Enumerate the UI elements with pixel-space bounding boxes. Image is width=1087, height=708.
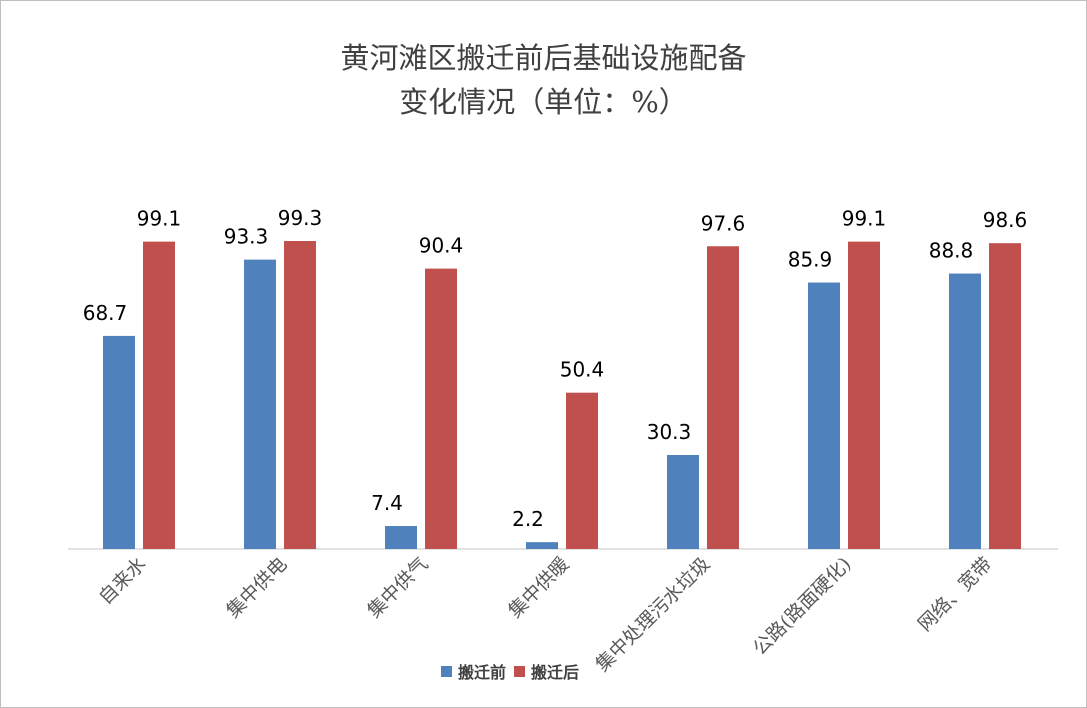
data-label-before-0: 68.7 bbox=[83, 301, 128, 325]
x-tick-label-4: 集中处理污水垃圾 bbox=[591, 553, 714, 676]
legend-label-before: 搬迁前 bbox=[458, 663, 507, 682]
legend-swatch-before bbox=[441, 665, 452, 677]
data-label-before-2: 7.4 bbox=[371, 491, 403, 515]
bar-before-2 bbox=[385, 526, 417, 549]
x-tick-label-1: 集中供电 bbox=[222, 553, 291, 622]
legend-label-after: 搬迁后 bbox=[531, 663, 580, 682]
data-label-before-6: 88.8 bbox=[929, 239, 974, 263]
data-label-after-1: 99.3 bbox=[278, 206, 323, 230]
chart-title-line2: 变化情况（单位：%） bbox=[399, 85, 688, 119]
bar-after-4 bbox=[707, 246, 739, 550]
data-label-after-6: 98.6 bbox=[983, 208, 1028, 232]
legend: 搬迁前 搬迁后 bbox=[441, 659, 587, 683]
data-label-before-4: 30.3 bbox=[647, 420, 692, 444]
bar-before-5 bbox=[808, 282, 840, 549]
bar-before-4 bbox=[667, 455, 699, 549]
legend-item-after: 搬迁后 bbox=[514, 659, 579, 683]
x-tick-label-3: 集中供暖 bbox=[504, 553, 573, 622]
data-label-after-2: 90.4 bbox=[419, 234, 464, 258]
bar-after-0 bbox=[143, 241, 175, 549]
data-label-before-1: 93.3 bbox=[224, 225, 269, 249]
data-label-before-3: 2.2 bbox=[512, 507, 544, 531]
data-label-after-5: 99.1 bbox=[842, 207, 887, 231]
data-label-after-4: 97.6 bbox=[701, 211, 746, 235]
data-label-after-0: 99.1 bbox=[137, 207, 182, 231]
legend-item-before: 搬迁前 bbox=[441, 659, 506, 683]
legend-swatch-after bbox=[514, 665, 526, 677]
data-label-before-5: 85.9 bbox=[788, 248, 833, 272]
bar-after-3 bbox=[566, 392, 598, 549]
x-tick-label-2: 集中供气 bbox=[363, 553, 432, 622]
x-tick-label-5: 公路(路面硬化) bbox=[749, 553, 856, 660]
data-label-after-3: 50.4 bbox=[560, 358, 605, 382]
x-tick-label-0: 自来水 bbox=[95, 553, 151, 609]
bar-after-6 bbox=[989, 243, 1021, 549]
bar-after-2 bbox=[425, 268, 457, 549]
bar-before-6 bbox=[949, 273, 981, 549]
bar-after-5 bbox=[848, 241, 880, 549]
x-tick-label-6: 网络、宽带 bbox=[914, 553, 997, 636]
bar-before-3 bbox=[526, 542, 558, 549]
bar-before-0 bbox=[103, 335, 135, 549]
chart-title-line1: 黄河滩区搬迁前后基础设施配备 bbox=[340, 41, 747, 75]
bar-after-1 bbox=[284, 241, 316, 549]
bar-before-1 bbox=[244, 259, 276, 549]
